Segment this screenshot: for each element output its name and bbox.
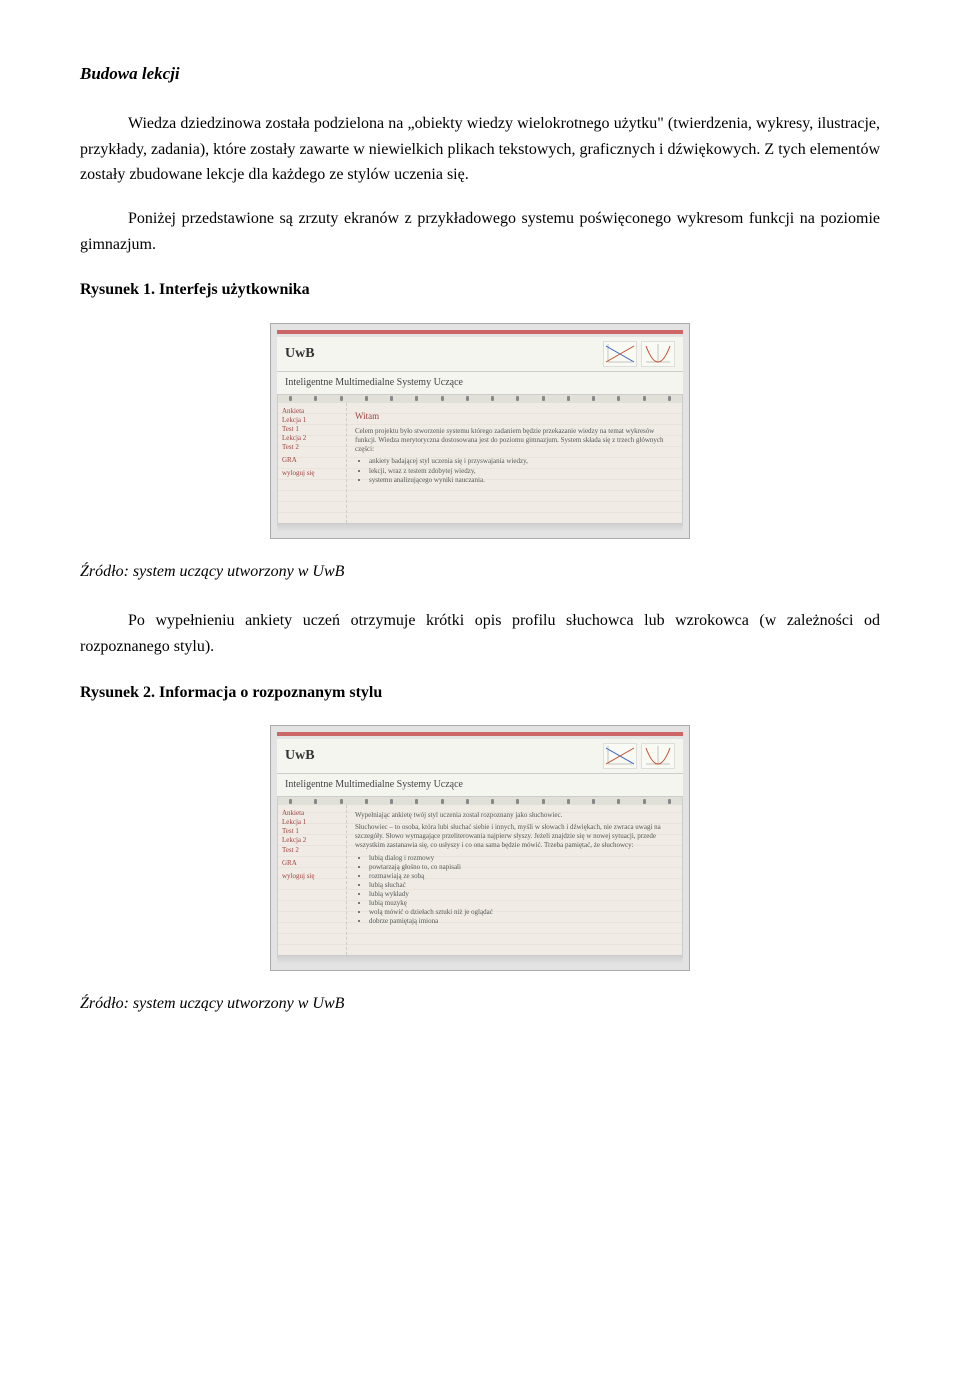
sidebar-link[interactable]: Ankieta: [282, 809, 342, 818]
app-logo: UwB: [285, 745, 315, 767]
subtitle-bar: Inteligentne Multimedialne Systemy Ucząc…: [277, 774, 683, 797]
content-list: lubią dialog i rozmowy powtarzają głośno…: [369, 854, 674, 927]
list-item: lubią wykłady: [369, 890, 674, 899]
list-item: rozmawiają ze sobą: [369, 872, 674, 881]
list-item: ankiety badającej styl uczenia się i prz…: [369, 457, 674, 466]
content-area: Ankieta Lekcja 1 Test 1 Lekcja 2 Test 2 …: [277, 403, 683, 524]
logo-bar: UwB: [277, 739, 683, 774]
figure-source: Źródło: system uczący utworzony w UwB: [80, 559, 880, 585]
sidebar-link[interactable]: Lekcja 1: [282, 818, 342, 827]
header-charts: [603, 341, 675, 367]
app-logo: UwB: [285, 343, 315, 365]
paragraph: Poniżej przedstawione są zrzuty ekranów …: [80, 206, 880, 257]
screenshot-frame: UwB Inteligentne Multimedialne Systemy U…: [270, 323, 690, 539]
subtitle-bar: Inteligentne Multimedialne Systemy Ucząc…: [277, 372, 683, 395]
chart-icon: [641, 743, 675, 769]
screenshot-frame: UwB Inteligentne Multimedialne Systemy U…: [270, 725, 690, 971]
shadow: [277, 956, 683, 964]
sidebar-link[interactable]: Lekcja 2: [282, 836, 342, 845]
paragraph: Wiedza dziedzinowa została podzielona na…: [80, 111, 880, 188]
sidebar: Ankieta Lekcja 1 Test 1 Lekcja 2 Test 2 …: [278, 403, 347, 523]
content-text: Celem projektu było stworzenie systemu k…: [355, 427, 674, 454]
content-area: Ankieta Lekcja 1 Test 1 Lekcja 2 Test 2 …: [277, 805, 683, 956]
sidebar-link[interactable]: Test 1: [282, 425, 342, 434]
chart-icon: [603, 341, 637, 367]
list-item: lubią słuchać: [369, 881, 674, 890]
sidebar-link-gra[interactable]: GRA: [282, 456, 342, 465]
list-item: wolą mówić o dziełach sztuki niż je oglą…: [369, 908, 674, 917]
main-column: Wypełniając ankietę twój styl uczenia zo…: [347, 805, 682, 955]
shadow: [277, 524, 683, 532]
header-rule: [277, 330, 683, 334]
content-heading: Witam: [355, 409, 674, 423]
sidebar-link-gra[interactable]: GRA: [282, 859, 342, 868]
list-item: lubią dialog i rozmowy: [369, 854, 674, 863]
header-charts: [603, 743, 675, 769]
list-item: dobrze pamiętają imiona: [369, 917, 674, 926]
header-rule: [277, 732, 683, 736]
spiral-binding: [277, 395, 683, 403]
content-list: ankiety badającej styl uczenia się i prz…: [369, 457, 674, 484]
sidebar: Ankieta Lekcja 1 Test 1 Lekcja 2 Test 2 …: [278, 805, 347, 955]
figure-caption: Rysunek 1. Interfejs użytkownika: [80, 277, 880, 303]
spiral-binding: [277, 797, 683, 805]
logo-bar: UwB: [277, 337, 683, 372]
chart-icon: [603, 743, 637, 769]
list-item: powtarzają głośno to, co napisali: [369, 863, 674, 872]
sidebar-link[interactable]: Test 2: [282, 443, 342, 452]
sidebar-logout[interactable]: wyloguj się: [282, 872, 342, 881]
figure-caption: Rysunek 2. Informacja o rozpoznanym styl…: [80, 680, 880, 706]
sidebar-link[interactable]: Lekcja 1: [282, 416, 342, 425]
content-text: Słuchowiec – to osoba, która lubi słucha…: [355, 823, 674, 850]
section-title: Budowa lekcji: [80, 60, 880, 87]
sidebar-logout[interactable]: wyloguj się: [282, 469, 342, 478]
figure-source: Źródło: system uczący utworzony w UwB: [80, 991, 880, 1017]
sidebar-link[interactable]: Test 2: [282, 846, 342, 855]
chart-icon: [641, 341, 675, 367]
content-lead: Wypełniając ankietę twój styl uczenia zo…: [355, 811, 674, 820]
sidebar-link[interactable]: Test 1: [282, 827, 342, 836]
main-column: Witam Celem projektu było stworzenie sys…: [347, 403, 682, 523]
figure-1: UwB Inteligentne Multimedialne Systemy U…: [80, 323, 880, 539]
sidebar-link[interactable]: Ankieta: [282, 407, 342, 416]
list-item: lubią muzykę: [369, 899, 674, 908]
sidebar-link[interactable]: Lekcja 2: [282, 434, 342, 443]
list-item: lekcji, wraz z testem zdobytej wiedzy,: [369, 467, 674, 476]
paragraph: Po wypełnieniu ankiety uczeń otrzymuje k…: [80, 608, 880, 659]
figure-2: UwB Inteligentne Multimedialne Systemy U…: [80, 725, 880, 971]
list-item: systemu analizującego wyniki nauczania.: [369, 476, 674, 485]
